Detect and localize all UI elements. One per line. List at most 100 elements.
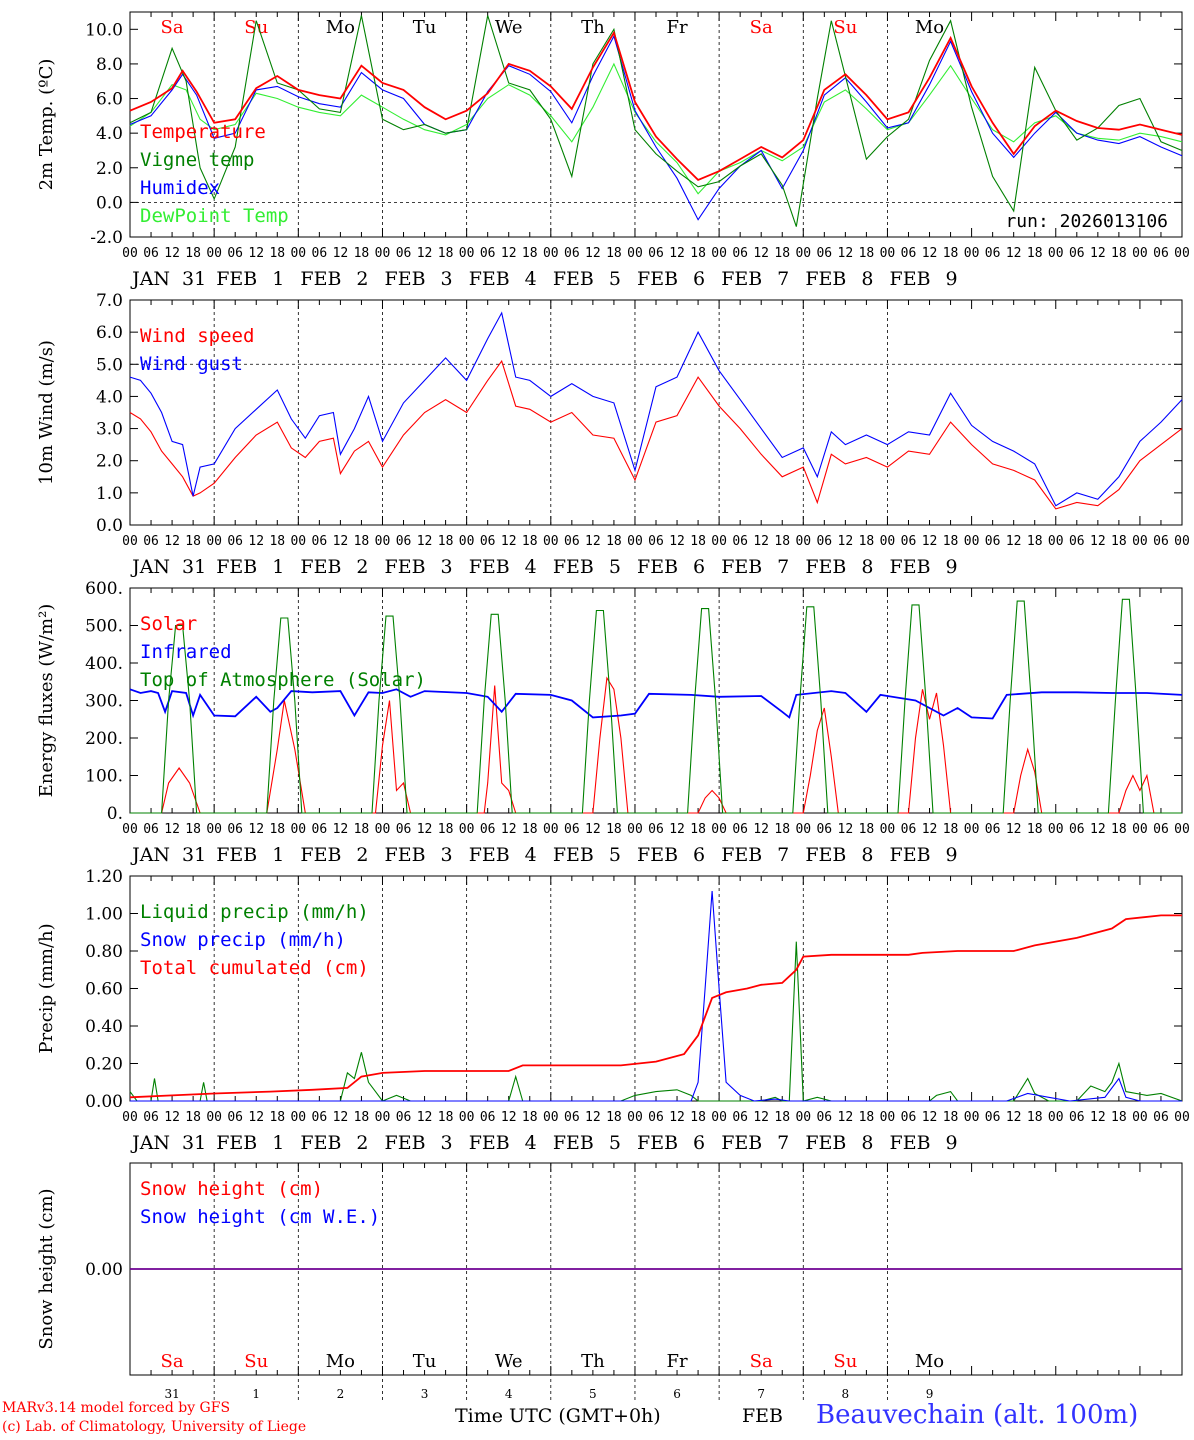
hour-tick-label: 12 — [922, 534, 938, 549]
date-day-label: 6 — [693, 1132, 705, 1154]
hour-tick-label: 00 — [543, 534, 559, 549]
date-month-label: JAN — [130, 1132, 170, 1154]
hour-tick-label: 00 — [206, 534, 222, 549]
hour-tick-label: 00 — [964, 534, 980, 549]
date-month-label: FEB — [553, 268, 594, 290]
hour-tick-label: 06 — [732, 822, 748, 837]
hour-tick-label: 06 — [143, 246, 159, 261]
date-month-label: FEB — [637, 268, 678, 290]
weekday-label: Th — [581, 1351, 605, 1372]
date-month-label: FEB — [721, 1132, 762, 1154]
hour-tick-label: 06 — [564, 534, 580, 549]
date-day-label: 7 — [777, 844, 789, 866]
day-number-label: 5 — [589, 1387, 597, 1401]
hour-tick-label: 12 — [1006, 1110, 1022, 1125]
hour-tick-label: 12 — [585, 822, 601, 837]
hour-tick-label: 00 — [880, 534, 896, 549]
series-line-2 — [129, 34, 1183, 221]
hour-tick-label: 06 — [312, 822, 328, 837]
hour-tick-label: 18 — [943, 822, 959, 837]
hour-tick-label: 18 — [859, 1110, 875, 1125]
hour-tick-label: 12 — [333, 246, 349, 261]
hour-tick-label: 06 — [816, 534, 832, 549]
date-month-label: FEB — [216, 268, 257, 290]
hour-tick-label: 06 — [480, 534, 496, 549]
hour-tick-label: 00 — [711, 822, 727, 837]
date-day-label: 4 — [525, 1132, 537, 1154]
hour-tick-label: 18 — [1111, 534, 1127, 549]
hour-tick-label: 00 — [880, 246, 896, 261]
date-day-label: 4 — [525, 844, 537, 866]
hour-tick-label: 00 — [375, 822, 391, 837]
date-day-label: 8 — [861, 844, 873, 866]
date-day-label: 9 — [945, 556, 957, 578]
legend-entry: Total cumulated (cm) — [140, 957, 369, 979]
hour-tick-label: 06 — [396, 534, 412, 549]
hour-tick-label: 00 — [290, 822, 306, 837]
hour-tick-label: 00 — [627, 822, 643, 837]
date-day-label: 5 — [609, 556, 621, 578]
date-day-label: 4 — [525, 556, 537, 578]
y-tick-label: 0.80 — [85, 942, 123, 962]
hour-tick-label: 06 — [732, 246, 748, 261]
hour-tick-label: 00 — [375, 1110, 391, 1125]
hour-tick-label: 12 — [501, 246, 517, 261]
hour-tick-label: 12 — [753, 534, 769, 549]
date-month-label: JAN — [130, 556, 170, 578]
hour-tick-label: 12 — [585, 1110, 601, 1125]
hour-tick-label: 06 — [227, 1110, 243, 1125]
hour-tick-label: 00 — [543, 1110, 559, 1125]
hour-tick-label: 06 — [985, 534, 1001, 549]
hour-tick-label: 12 — [417, 1110, 433, 1125]
legend-entry: Humidex — [140, 177, 220, 199]
hour-tick-label: 06 — [901, 1110, 917, 1125]
hour-tick-label: 18 — [354, 534, 370, 549]
day-number-label: 9 — [926, 1387, 934, 1401]
hour-tick-label: 12 — [1090, 534, 1106, 549]
hour-tick-label: 18 — [690, 1110, 706, 1125]
y-tick-label: 100. — [85, 767, 123, 787]
weekday-label: Sa — [161, 1351, 184, 1372]
weekday-label: We — [495, 17, 523, 38]
panel-1: 0.0 1.0 2.0 3.0 4.0 5.0 6.0 7.0 10m Wind (m/s) 00… — [36, 291, 1190, 578]
hour-tick-label: 18 — [943, 246, 959, 261]
y-tick-label: 2.0 — [96, 159, 123, 179]
hour-tick-label: 06 — [648, 246, 664, 261]
hour-tick-label: 00 — [880, 822, 896, 837]
y-tick-label: 0.00 — [85, 1092, 123, 1112]
date-day-label: 31 — [182, 268, 206, 290]
hour-tick-label: 18 — [943, 1110, 959, 1125]
date-month-label: JAN — [130, 844, 170, 866]
hour-tick-label: 12 — [501, 534, 517, 549]
hour-tick-label: 00 — [1174, 246, 1190, 261]
hour-tick-label: 06 — [1153, 246, 1169, 261]
weekday-label: Tu — [413, 17, 437, 38]
weekday-label: Mo — [915, 1351, 944, 1372]
date-month-label: FEB — [300, 1132, 341, 1154]
hour-tick-label: 12 — [922, 246, 938, 261]
series-line-1 — [130, 890, 1182, 1102]
date-month-label: FEB — [300, 556, 341, 578]
hour-tick-label: 00 — [880, 1110, 896, 1125]
y-tick-label: 0.0 — [96, 193, 123, 213]
date-day-label: 3 — [441, 1132, 453, 1154]
y-tick-label: 1.00 — [85, 905, 123, 925]
date-month-label: FEB — [805, 556, 846, 578]
series-line-1 — [129, 688, 1183, 720]
panel-3: 0.00 0.20 0.40 0.60 0.80 1.00 1.20 Precip (mm/h… — [36, 867, 1190, 1154]
date-day-label: 1 — [272, 556, 284, 578]
hour-tick-label: 18 — [185, 246, 201, 261]
y-tick-label: 4.0 — [96, 387, 123, 407]
hour-tick-label: 00 — [290, 1110, 306, 1125]
date-month-label: FEB — [300, 268, 341, 290]
weekday-label: Su — [833, 17, 857, 38]
hour-tick-label: 06 — [901, 534, 917, 549]
panel-2: 0. 100. 200. 300. 400. 500. 600. Energy fluxes … — [36, 579, 1190, 866]
series-line-3 — [129, 62, 1183, 195]
hour-tick-label: 06 — [901, 822, 917, 837]
hour-tick-label: 12 — [1006, 534, 1022, 549]
hour-tick-label: 12 — [753, 246, 769, 261]
hour-tick-label: 18 — [185, 1110, 201, 1125]
y-axis-title: 2m Temp. (ºC) — [36, 59, 57, 191]
date-day-label: 2 — [356, 556, 368, 578]
